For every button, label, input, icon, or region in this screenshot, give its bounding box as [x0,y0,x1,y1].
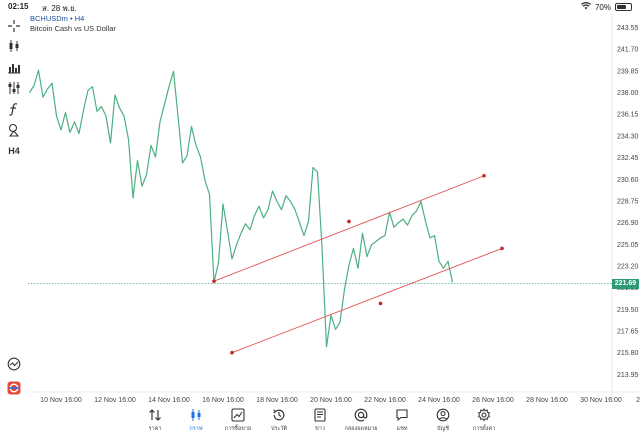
symbol-info[interactable]: BCHUSDm • H4 Bitcoin Cash vs US Dollar [30,14,116,34]
channel-layer [212,173,504,355]
candlestick-icon[interactable] [6,38,22,54]
x-tick-label: 24 Nov 16:00 [418,397,460,404]
nav-label: กราฟ [189,426,203,432]
nav-label: ข่าว [315,426,325,432]
channel-trendline [213,175,485,282]
x-tick-label: 22 Nov 16:00 [364,397,406,404]
nav-label: กล่องจดหมาย [344,426,378,432]
symbol-timeframe: H4 [74,14,85,23]
x-axis: 10 Nov 16:00 12 Nov 16:00 14 Nov 16:00 16 N… [28,391,640,404]
nav-label: แชท [396,426,408,432]
channel-trendline [231,247,503,354]
nav-trade[interactable]: การซื้อขาย [218,408,258,433]
trendline-anchor-point [378,301,383,306]
y-tick-label: 223.20 [617,263,639,270]
chart-health-icon[interactable] [6,356,22,372]
y-tick-label: 213.95 [617,372,639,379]
nav-label: ราคา [148,426,162,432]
x-tick-label: 10 Nov 16:00 [40,397,82,404]
news-icon [314,408,326,422]
trendline-anchor-point [500,246,504,251]
x-tick-label: 20 Nov 16:00 [310,397,352,404]
x-tick-label: 14 Nov 16:00 [148,397,190,404]
trendline-anchor-point [212,279,216,284]
y-tick-label: 215.80 [617,350,639,357]
y-tick-label: 238.00 [617,90,639,97]
x-tick-label: 2 Dec 16:00 [636,397,640,404]
nav-mailbox[interactable]: กล่องจดหมาย [341,408,381,433]
bottom-navigation: ราคา กราฟ การซื้อขาย ประวัติ ข่าว กล่องจ… [0,404,640,447]
settings-icon [477,408,491,422]
nav-quotes[interactable]: ราคา [135,408,175,433]
y-tick-label: 241.70 [617,47,639,54]
timeframe-button[interactable]: H4 [8,146,20,156]
shapes-icon[interactable] [6,122,22,138]
trendline-anchor-point [230,350,234,355]
x-tick-label: 26 Nov 16:00 [472,397,514,404]
nav-label: ประวัติ [270,426,288,432]
chat-icon [396,409,408,422]
status-date: ส. 28 พ.ย. [42,4,77,13]
series-layer [28,69,454,348]
history-icon [273,409,285,421]
x-tick-label: 30 Nov 16:00 [580,397,622,404]
quotes-icon [149,409,161,421]
symbol-description: Bitcoin Cash vs US Dollar [30,24,116,33]
y-tick-label: 228.75 [617,198,639,205]
price-series-line [28,69,454,348]
nav-chart[interactable]: กราฟ [176,408,216,433]
y-tick-label: 236.15 [617,112,639,119]
nav-history[interactable]: ประวัติ [259,408,299,433]
nav-chat[interactable]: แชท [382,408,422,433]
left-toolbar: H4 [0,14,28,410]
status-bar: 02:15 ส. 28 พ.ย. 70% [0,0,640,14]
status-time: 02:15 [8,2,29,11]
nav-account[interactable]: บัญชี [423,408,463,433]
account-icon [436,408,450,422]
nav-label: การตั้งค่า [472,426,496,432]
battery-fill [617,5,627,9]
symbol-title: BCHUSDm • H4 [30,14,85,23]
x-tick-label: 12 Nov 16:00 [94,397,136,404]
symbol-name: BCHUSDm [30,14,68,23]
y-tick-label: 239.85 [617,68,639,75]
status-indicators: 70% [580,1,632,12]
x-tick-label: 28 Nov 16:00 [526,397,568,404]
y-tick-label: 226.90 [617,220,639,227]
y-tick-label: 217.65 [617,329,639,336]
y-tick-label: 225.05 [617,242,639,249]
x-tick-label: 18 Nov 16:00 [256,397,298,404]
trendline-anchor-point [347,219,351,224]
indicators-icon[interactable] [6,59,22,75]
nav-label: การซื้อขาย [224,426,252,432]
trendline-anchor-point [482,173,486,178]
nav-label: บัญชี [437,426,449,432]
brand-logo-icon[interactable] [6,380,22,396]
nav-settings[interactable]: การตั้งค่า [464,408,504,433]
wifi-icon [580,1,591,12]
battery-icon [615,3,632,11]
nav-news[interactable]: ข่าว [300,408,340,433]
mail-icon [354,408,368,422]
y-tick-label: 219.50 [617,307,639,314]
y-tick-label: 232.45 [617,155,639,162]
battery-percent: 70% [594,2,611,12]
y-axis: 243.55 241.70 239.85 238.00 236.15 234.30 232.… [611,14,639,402]
current-price-tag: 221.69 [612,278,639,289]
chart-icon [191,409,201,421]
y-tick-label: 230.60 [617,177,639,184]
settings-sliders-icon[interactable] [6,80,22,96]
crosshair-icon[interactable] [6,18,22,34]
y-tick-label: 234.30 [617,133,639,140]
trade-icon [231,408,245,422]
y-tick-label: 243.55 [617,25,639,32]
x-tick-label: 16 Nov 16:00 [202,397,244,404]
function-icon[interactable] [6,101,22,117]
